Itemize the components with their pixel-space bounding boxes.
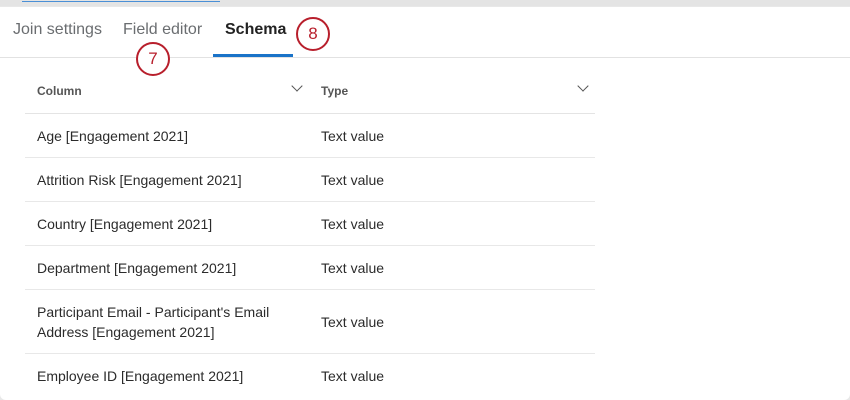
table-row: Department [Engagement 2021] Text value	[25, 245, 595, 290]
column-cell: Country [Engagement 2021]	[25, 201, 309, 246]
tab-bar: Join settings Field editor Schema	[0, 7, 850, 58]
type-cell: Text value	[321, 367, 385, 384]
callout-8: 8	[296, 17, 330, 51]
type-cell: Text value	[309, 113, 595, 158]
table-row: Employee ID [Engagement 2021] Text value	[25, 354, 595, 398]
table-row: Attrition Risk [Engagement 2021] Text val…	[25, 157, 595, 202]
type-header[interactable]: Type	[309, 69, 595, 114]
column-cell: Age [Engagement 2021]	[25, 113, 309, 158]
schema-panel: Join settings Field editor Schema 7 8 Co…	[0, 7, 850, 400]
type-cell: Text value	[309, 289, 595, 354]
type-cell: Text value	[309, 245, 595, 290]
table-row: Age [Engagement 2021] Text value	[25, 113, 595, 158]
table-row: Participant Email - Participant's Email …	[25, 289, 595, 354]
column-header[interactable]: Column	[25, 69, 309, 114]
type-header-label: Type	[321, 84, 349, 98]
active-tab-indicator	[213, 54, 293, 57]
chevron-down-icon[interactable]	[291, 80, 303, 92]
column-cell: Attrition Risk [Engagement 2021]	[25, 157, 309, 202]
type-cell: Text value	[309, 157, 595, 202]
tab-join-settings[interactable]: Join settings	[13, 21, 102, 38]
tab-schema[interactable]: Schema	[225, 21, 287, 38]
column-cell: Employee ID [Engagement 2021]	[37, 367, 244, 384]
tab-field-editor[interactable]: Field editor	[123, 21, 203, 38]
column-cell: Department [Engagement 2021]	[25, 245, 309, 290]
column-header-label: Column	[37, 84, 82, 98]
top-line	[22, 1, 220, 2]
schema-table: Column Type Age [Engagement 2021] Text va…	[25, 69, 595, 397]
table-row: Country [Engagement 2021] Text value	[25, 201, 595, 246]
chevron-down-icon[interactable]	[577, 80, 589, 92]
type-cell: Text value	[309, 201, 595, 246]
column-cell: Participant Email - Participant's Email …	[25, 289, 309, 354]
top-strip	[0, 0, 850, 6]
